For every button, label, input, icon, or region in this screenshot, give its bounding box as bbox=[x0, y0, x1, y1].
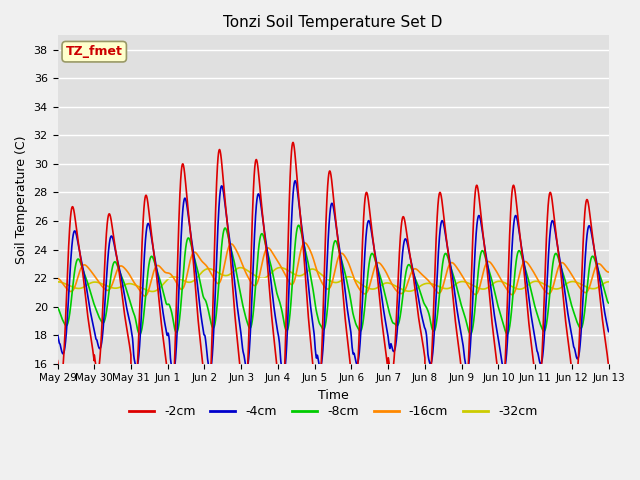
Legend: -2cm, -4cm, -8cm, -16cm, -32cm: -2cm, -4cm, -8cm, -16cm, -32cm bbox=[124, 400, 542, 423]
Title: Tonzi Soil Temperature Set D: Tonzi Soil Temperature Set D bbox=[223, 15, 443, 30]
Text: TZ_fmet: TZ_fmet bbox=[66, 45, 123, 58]
X-axis label: Time: Time bbox=[317, 389, 348, 402]
Y-axis label: Soil Temperature (C): Soil Temperature (C) bbox=[15, 135, 28, 264]
